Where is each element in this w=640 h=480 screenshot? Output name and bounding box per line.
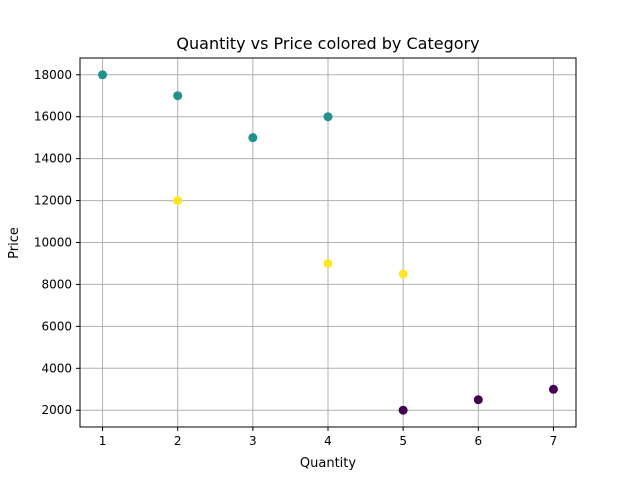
y-tick-label: 6000 bbox=[41, 319, 72, 333]
y-tick-label: 16000 bbox=[34, 110, 72, 124]
data-point bbox=[173, 91, 183, 101]
x-tick-label: 2 bbox=[174, 434, 182, 448]
data-point bbox=[473, 395, 483, 405]
x-tick-label: 3 bbox=[249, 434, 257, 448]
data-point bbox=[548, 384, 558, 394]
data-point bbox=[398, 269, 408, 279]
data-point bbox=[248, 133, 258, 143]
x-axis-label: Quantity bbox=[300, 456, 356, 471]
data-point bbox=[323, 258, 333, 268]
y-axis-label: Price bbox=[7, 227, 22, 259]
data-points bbox=[98, 70, 558, 415]
chart-title: Quantity vs Price colored by Category bbox=[176, 34, 479, 53]
axis-ticks: 1 2 3 4 5 6 7 2000 4000 6000 8000 10000 12000 14000 16… bbox=[34, 68, 557, 448]
x-tick-label: 6 bbox=[474, 434, 482, 448]
y-tick-label: 10000 bbox=[34, 236, 72, 250]
y-tick-label: 2000 bbox=[41, 403, 72, 417]
x-tick-label: 5 bbox=[399, 434, 407, 448]
y-tick-label: 12000 bbox=[34, 194, 72, 208]
x-tick-label: 7 bbox=[550, 434, 558, 448]
data-point bbox=[398, 405, 408, 415]
y-tick-label: 4000 bbox=[41, 361, 72, 375]
data-point bbox=[98, 70, 108, 80]
data-point bbox=[173, 196, 183, 206]
x-tick-label: 4 bbox=[324, 434, 332, 448]
y-tick-label: 14000 bbox=[34, 152, 72, 166]
y-tick-label: 18000 bbox=[34, 68, 72, 82]
grid-lines bbox=[80, 58, 576, 427]
y-tick-label: 8000 bbox=[41, 277, 72, 291]
data-point bbox=[323, 112, 333, 122]
x-tick-label: 1 bbox=[99, 434, 107, 448]
